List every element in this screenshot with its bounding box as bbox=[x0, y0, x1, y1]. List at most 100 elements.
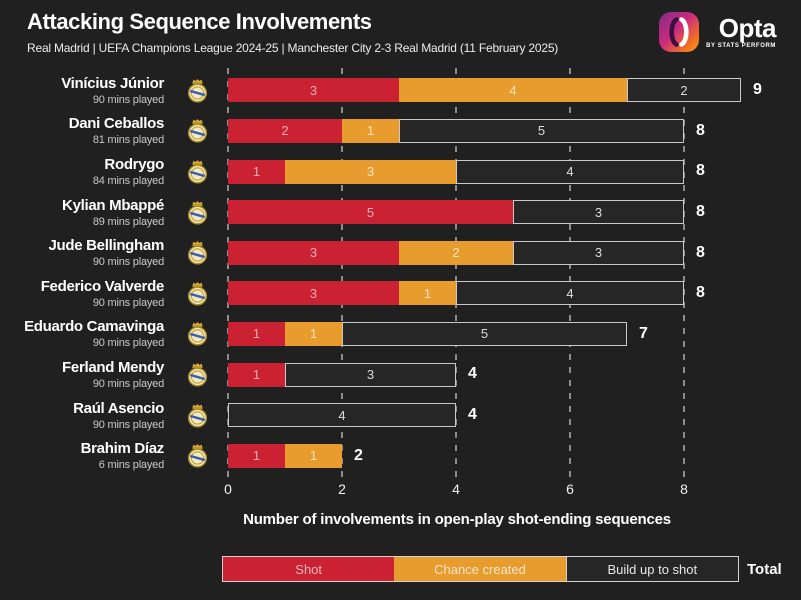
bar-segment-chance-created: 1 bbox=[285, 443, 342, 468]
gridline bbox=[455, 68, 457, 478]
real-madrid-crest-icon bbox=[187, 281, 208, 306]
bar-segment-chance-created: 2 bbox=[399, 240, 513, 265]
total-value: 4 bbox=[468, 365, 477, 383]
x-tick-label: 0 bbox=[224, 481, 232, 497]
total-value: 8 bbox=[696, 121, 705, 139]
player-name: Raúl Asencio bbox=[73, 399, 164, 417]
player-mins-played: 84 mins played bbox=[92, 174, 164, 187]
legend: Shot Chance created Build up to shot bbox=[222, 556, 739, 582]
player-bar: 1 1 5 bbox=[228, 321, 627, 346]
segment-value: 4 bbox=[566, 285, 574, 301]
bar-segment-build-up-to-shot: 5 bbox=[342, 321, 627, 346]
real-madrid-crest-icon bbox=[187, 443, 208, 468]
player-name: Vinícius Júnior bbox=[61, 74, 164, 92]
total-value: 4 bbox=[468, 406, 477, 424]
player-label: Vinícius Júnior 90 mins played bbox=[0, 70, 164, 111]
segment-value: 1 bbox=[366, 123, 375, 139]
bar-segment-build-up-to-shot: 4 bbox=[228, 403, 456, 428]
player-name: Kylian Mbappé bbox=[62, 196, 164, 214]
bar-segment-chance-created: 1 bbox=[399, 281, 456, 306]
bar-segment-shot: 1 bbox=[228, 159, 285, 184]
x-tick-label: 8 bbox=[680, 481, 688, 497]
segment-value: 5 bbox=[480, 326, 489, 342]
real-madrid-crest-icon bbox=[187, 159, 208, 184]
bar-segment-build-up-to-shot: 5 bbox=[399, 118, 684, 143]
player-bar: 3 4 2 bbox=[228, 78, 741, 103]
total-value: 8 bbox=[696, 162, 705, 180]
page-title: Attacking Sequence Involvements bbox=[27, 9, 372, 34]
bar-segment-shot: 3 bbox=[228, 240, 399, 265]
segment-value: 1 bbox=[309, 448, 318, 464]
player-bar: 2 1 5 bbox=[228, 118, 684, 143]
bar-segment-chance-created: 1 bbox=[342, 118, 399, 143]
player-label: Dani Ceballos 81 mins played bbox=[0, 111, 165, 152]
player-mins-played: 90 mins played bbox=[92, 296, 164, 309]
segment-value: 2 bbox=[452, 245, 460, 261]
player-bar: 3 2 3 bbox=[228, 240, 684, 265]
real-madrid-crest-icon bbox=[187, 362, 208, 387]
segment-value: 4 bbox=[566, 164, 574, 179]
subtitle: Real Madrid | UEFA Champions League 2024… bbox=[27, 41, 559, 55]
player-mins-played: 81 mins played bbox=[92, 134, 164, 147]
segment-value: 3 bbox=[309, 285, 318, 301]
bar-segment-shot: 1 bbox=[228, 443, 285, 468]
player-mins-played: 90 mins played bbox=[92, 93, 164, 106]
player-mins-played: 90 mins played bbox=[92, 337, 164, 350]
total-value: 2 bbox=[354, 446, 363, 464]
total-value: 7 bbox=[639, 324, 648, 342]
player-label: Eduardo Camavinga 90 mins played bbox=[0, 314, 164, 355]
opta-wordmark: Opta by STATS PERFORM bbox=[706, 15, 776, 49]
player-mins-played: 90 mins played bbox=[92, 418, 164, 431]
bar-segment-build-up-to-shot: 3 bbox=[513, 200, 684, 225]
player-name: Eduardo Camavinga bbox=[24, 318, 164, 336]
segment-value: 1 bbox=[309, 326, 318, 342]
segment-value: 1 bbox=[423, 285, 432, 301]
opta-brand-text: Opta bbox=[718, 13, 777, 43]
real-madrid-crest-icon bbox=[187, 240, 208, 265]
segment-value: 3 bbox=[309, 245, 318, 261]
player-name: Jude Bellingham bbox=[48, 237, 164, 255]
player-name: Federico Valverde bbox=[40, 277, 165, 295]
player-label: Ferland Mendy 90 mins played bbox=[0, 354, 164, 395]
player-label: Brahim Díaz 6 mins played bbox=[0, 435, 165, 476]
bar-segment-shot: 1 bbox=[228, 321, 285, 346]
segment-value: 4 bbox=[509, 82, 517, 98]
real-madrid-crest-icon bbox=[187, 200, 208, 225]
segment-value: 1 bbox=[252, 326, 261, 342]
x-tick-label: 4 bbox=[452, 481, 460, 497]
real-madrid-crest-icon bbox=[187, 322, 208, 346]
segment-value: 3 bbox=[366, 164, 375, 179]
player-name: Ferland Mendy bbox=[62, 358, 164, 376]
player-label: Rodrygo 84 mins played bbox=[0, 151, 164, 192]
segment-value: 5 bbox=[366, 204, 375, 220]
legend-item-shot: Shot bbox=[223, 557, 395, 581]
total-value: 8 bbox=[696, 203, 705, 221]
player-mins-played: 89 mins played bbox=[92, 215, 164, 228]
x-tick-label: 2 bbox=[338, 481, 346, 497]
total-value: 8 bbox=[696, 243, 705, 261]
player-name: Dani Ceballos bbox=[68, 115, 165, 133]
gridline bbox=[341, 68, 343, 478]
bar-segment-build-up-to-shot: 3 bbox=[513, 240, 684, 265]
real-madrid-crest-icon bbox=[187, 78, 208, 103]
bar-segment-shot: 3 bbox=[228, 78, 399, 103]
x-tick-label: 6 bbox=[566, 481, 574, 497]
total-value: 9 bbox=[753, 81, 762, 99]
segment-value: 3 bbox=[366, 367, 375, 382]
segment-value: 3 bbox=[594, 245, 603, 261]
segment-value: 3 bbox=[309, 82, 318, 98]
opta-logo: Opta by STATS PERFORM bbox=[659, 12, 777, 52]
legend-item-chance-created: Chance created bbox=[394, 557, 566, 581]
player-bar: 1 3 4 bbox=[228, 159, 684, 184]
gridline bbox=[569, 68, 571, 478]
player-label: Raúl Asencio 90 mins played bbox=[0, 395, 164, 436]
bar-segment-shot: 2 bbox=[228, 118, 342, 143]
gridline bbox=[227, 68, 229, 478]
segment-value: 1 bbox=[252, 448, 261, 464]
gridline bbox=[683, 68, 685, 478]
